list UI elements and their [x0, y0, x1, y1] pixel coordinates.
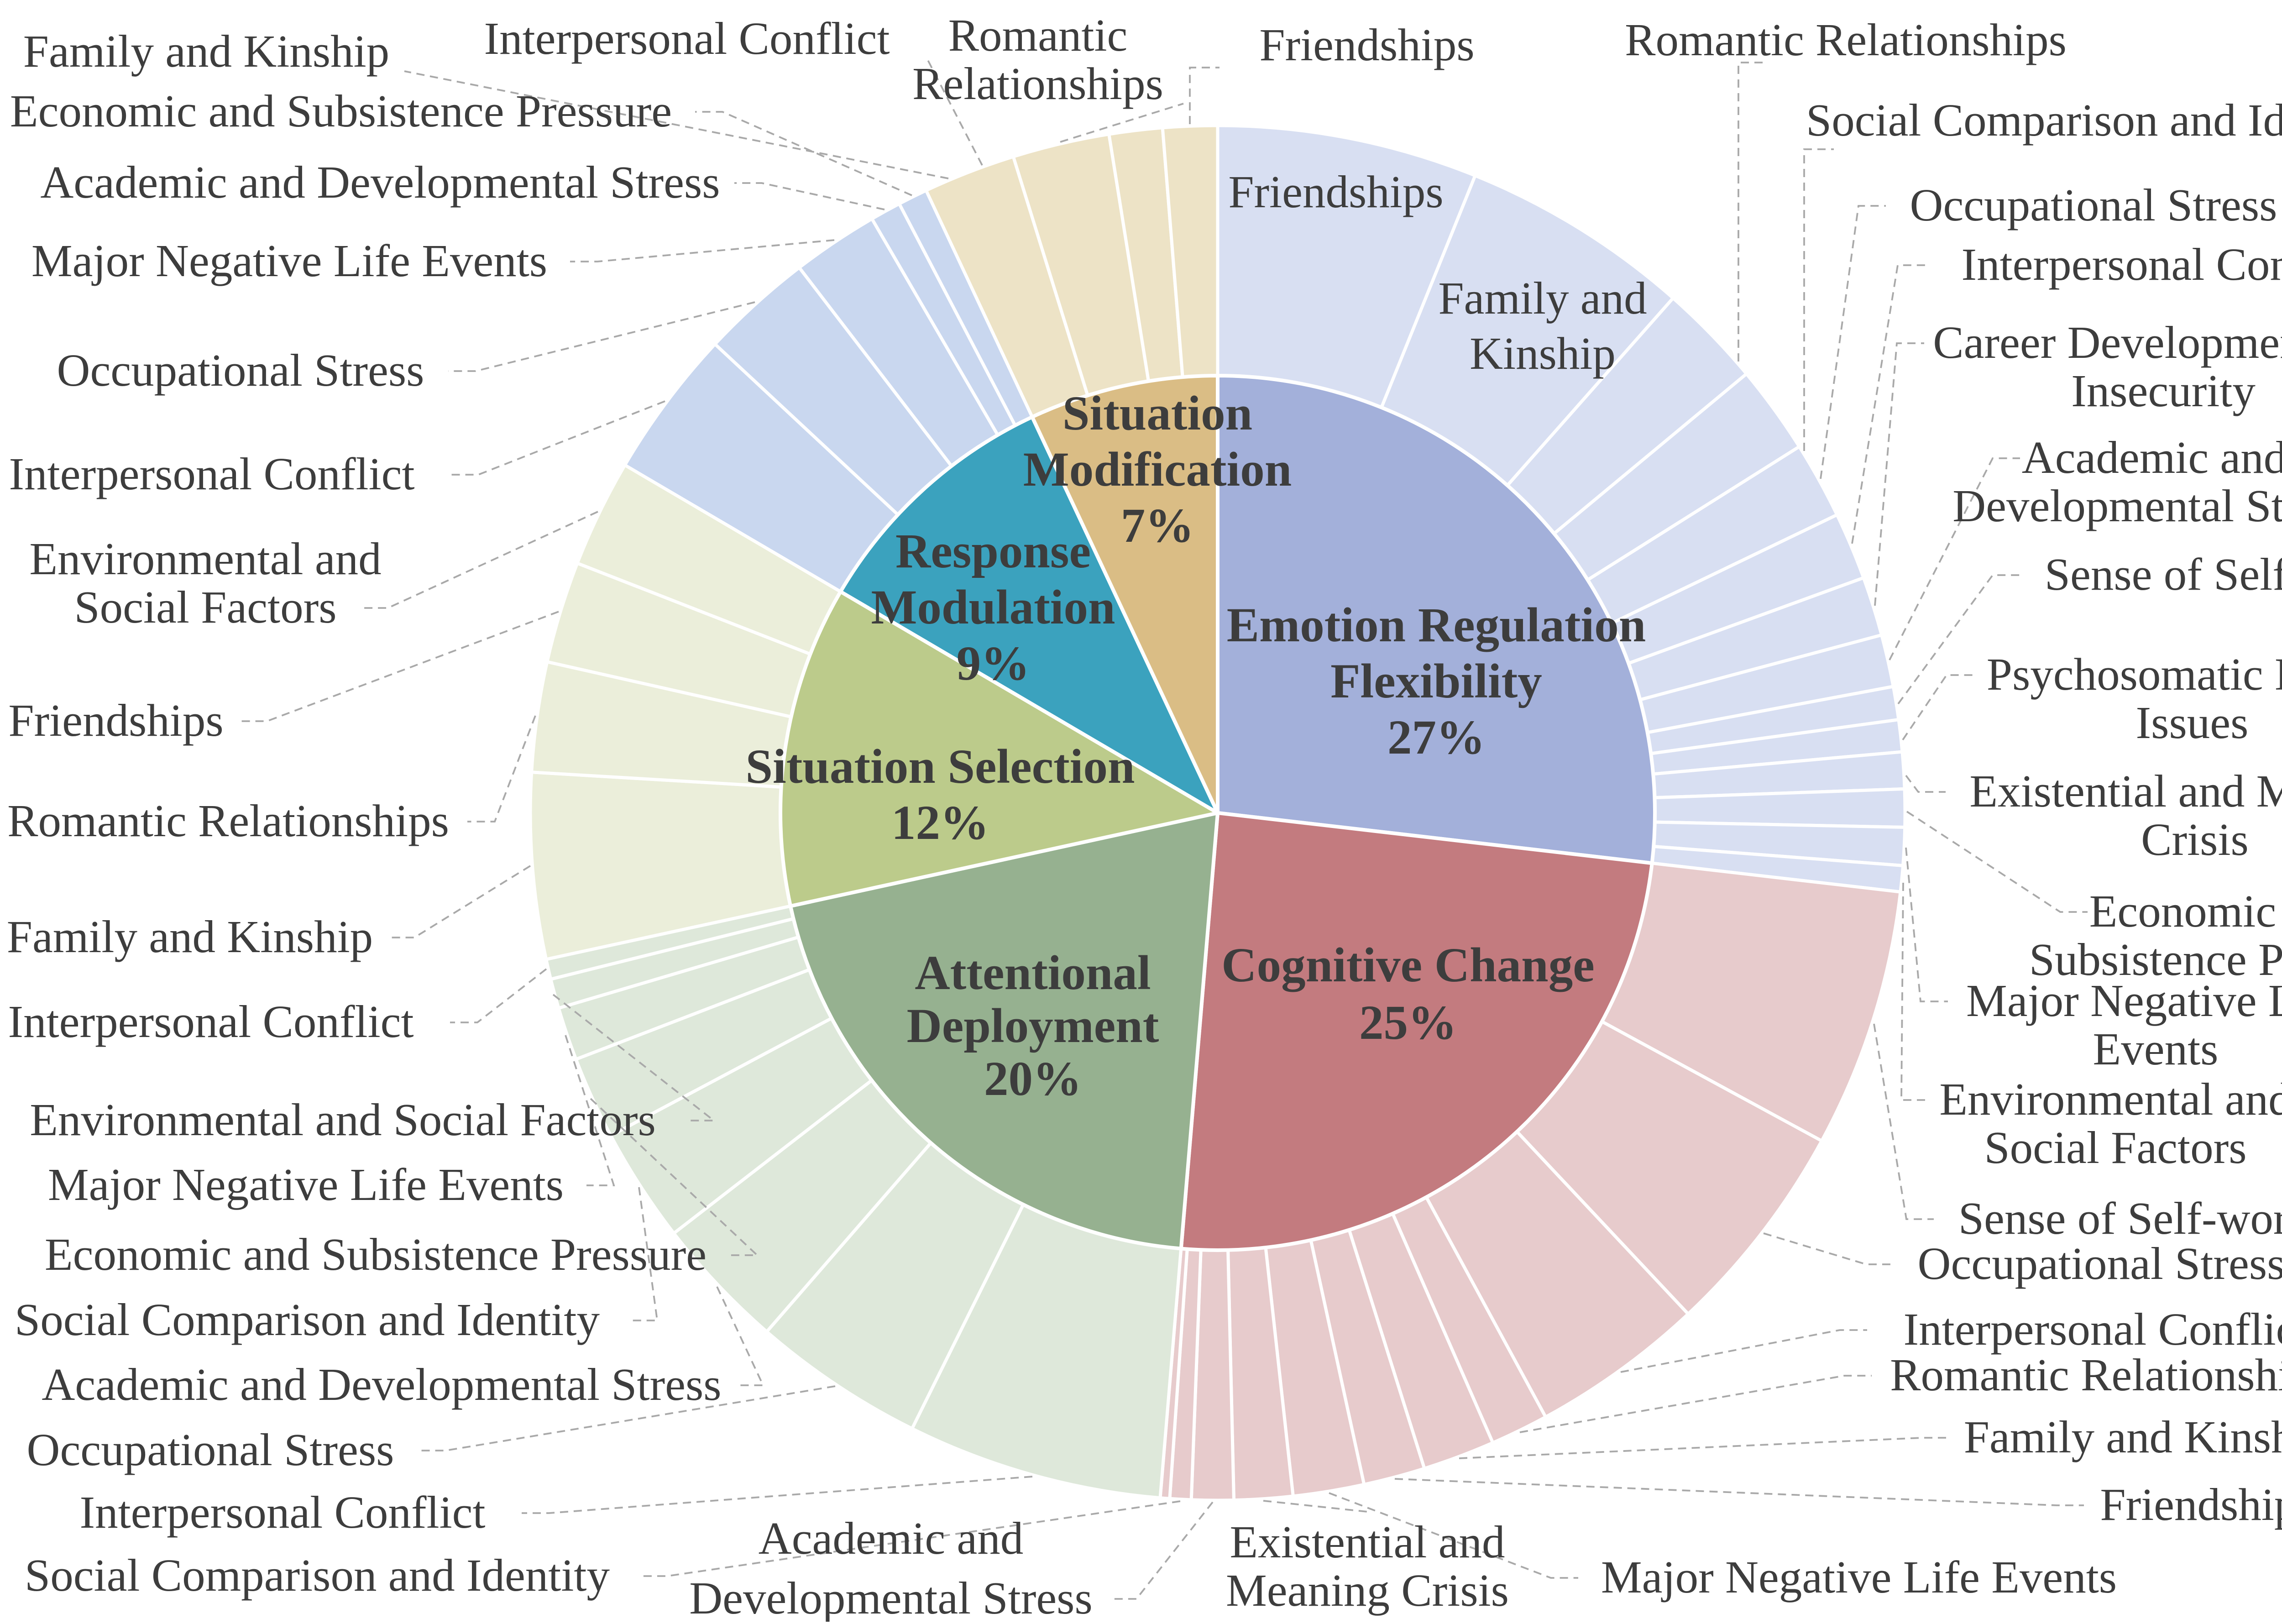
svg-text:Academic and: Academic and [759, 1513, 1023, 1564]
svg-text:Developmental Stress: Developmental Stress [1952, 480, 2282, 531]
svg-text:Academic and Developmental Str: Academic and Developmental Stress [42, 1359, 721, 1410]
svg-text:Economic and Subsistence Press: Economic and Subsistence Pressure [45, 1229, 707, 1280]
svg-text:Emotion Regulation: Emotion Regulation [1227, 598, 1646, 652]
svg-text:Flexibility: Flexibility [1330, 655, 1542, 708]
svg-text:20%: 20% [984, 1052, 1082, 1106]
svg-text:12%: 12% [891, 796, 989, 850]
svg-text:Cognitive Change: Cognitive Change [1221, 938, 1594, 992]
svg-text:25%: 25% [1359, 996, 1457, 1050]
svg-text:Friendships: Friendships [2100, 1479, 2282, 1530]
svg-text:Career Development and: Career Development and [1933, 317, 2282, 368]
svg-text:Response: Response [895, 524, 1091, 578]
svg-text:Major Negative Life Events: Major Negative Life Events [31, 235, 547, 286]
svg-text:Family and Kinship: Family and Kinship [23, 26, 389, 77]
svg-text:Developmental Stress: Developmental Stress [689, 1572, 1093, 1622]
svg-text:Interpersonal Conflict: Interpersonal Conflict [1903, 1304, 2282, 1355]
svg-text:Modification: Modification [1023, 443, 1292, 497]
svg-text:Issues: Issues [2136, 697, 2249, 748]
svg-text:Kinship: Kinship [1470, 328, 1616, 379]
svg-text:7%: 7% [1121, 499, 1194, 553]
svg-text:Existential and Meaning: Existential and Meaning [1969, 765, 2282, 817]
svg-text:Occupational Stress: Occupational Stress [1910, 179, 2277, 231]
svg-text:Romantic Relationships: Romantic Relationships [1625, 14, 2067, 65]
svg-text:Interpersonal Conflict: Interpersonal Conflict [79, 1487, 485, 1538]
svg-text:Sense of Self-worth: Sense of Self-worth [1958, 1193, 2282, 1244]
svg-text:Occupational Stress: Occupational Stress [1918, 1238, 2282, 1289]
svg-text:Social Factors: Social Factors [74, 581, 336, 633]
svg-text:Friendships: Friendships [1259, 19, 1474, 70]
svg-text:Environmental and Social Facto: Environmental and Social Factors [30, 1094, 656, 1145]
svg-text:Family and: Family and [1438, 272, 1647, 324]
svg-text:Social Factors: Social Factors [1984, 1122, 2246, 1173]
svg-text:Friendships: Friendships [8, 695, 223, 746]
svg-text:Events: Events [2093, 1023, 2219, 1074]
svg-text:9%: 9% [957, 637, 1030, 691]
svg-text:Romantic Relationships: Romantic Relationships [7, 795, 449, 846]
svg-text:Friendships: Friendships [1228, 166, 1443, 217]
svg-text:Existential and: Existential and [1230, 1516, 1505, 1567]
svg-text:Insecurity: Insecurity [2071, 365, 2256, 416]
svg-text:Interpersonal Conflict: Interpersonal Conflict [8, 996, 413, 1047]
svg-text:Academic and Developmental Str: Academic and Developmental Stress [40, 157, 720, 208]
svg-text:Family and Kinship: Family and Kinship [1964, 1411, 2282, 1462]
svg-text:Interpersonal Conflict: Interpersonal Conflict [1961, 239, 2282, 290]
svg-text:Interpersonal Conflict: Interpersonal Conflict [484, 13, 890, 64]
svg-text:Romantic Relationships: Romantic Relationships [1890, 1349, 2282, 1400]
svg-text:Major Negative Life Events: Major Negative Life Events [1601, 1551, 2117, 1603]
svg-text:Academic and: Academic and [2022, 432, 2282, 483]
svg-text:Family and Kinship: Family and Kinship [7, 911, 373, 962]
svg-text:Major Negative Life Events: Major Negative Life Events [48, 1159, 564, 1210]
svg-text:Crisis: Crisis [2141, 814, 2249, 865]
svg-text:Meaning Crisis: Meaning Crisis [1226, 1565, 1509, 1616]
svg-text:27%: 27% [1387, 711, 1485, 765]
svg-text:Occupational Stress: Occupational Stress [57, 345, 424, 396]
svg-text:Situation Selection: Situation Selection [745, 740, 1135, 794]
svg-text:Deployment: Deployment [907, 999, 1159, 1053]
svg-text:Modulation: Modulation [871, 581, 1115, 634]
svg-text:Romantic: Romantic [948, 10, 1128, 61]
svg-text:Social Comparison and Identity: Social Comparison and Identity [15, 1294, 600, 1345]
svg-text:Occupational Stress: Occupational Stress [27, 1424, 394, 1475]
svg-text:Major Negative Life: Major Negative Life [1966, 975, 2282, 1026]
svg-text:Interpersonal Conflict: Interpersonal Conflict [9, 448, 414, 499]
svg-text:Environmental and: Environmental and [29, 533, 381, 584]
svg-text:Relationships: Relationships [912, 58, 1163, 109]
svg-text:Sense of Self-worth: Sense of Self-worth [2045, 549, 2282, 600]
svg-text:Psychosomatic Health: Psychosomatic Health [1987, 649, 2282, 700]
svg-text:Economic and: Economic and [2089, 885, 2282, 937]
svg-text:Social Comparison and Identity: Social Comparison and Identity [25, 1550, 610, 1601]
svg-text:Attentional: Attentional [915, 946, 1151, 1000]
svg-text:Environmental and: Environmental and [1939, 1074, 2282, 1125]
svg-text:Economic and Subsistence Press: Economic and Subsistence Pressure [10, 85, 672, 136]
svg-text:Situation: Situation [1062, 387, 1252, 440]
svg-text:Social Comparison and Identity: Social Comparison and Identity [1806, 94, 2282, 146]
